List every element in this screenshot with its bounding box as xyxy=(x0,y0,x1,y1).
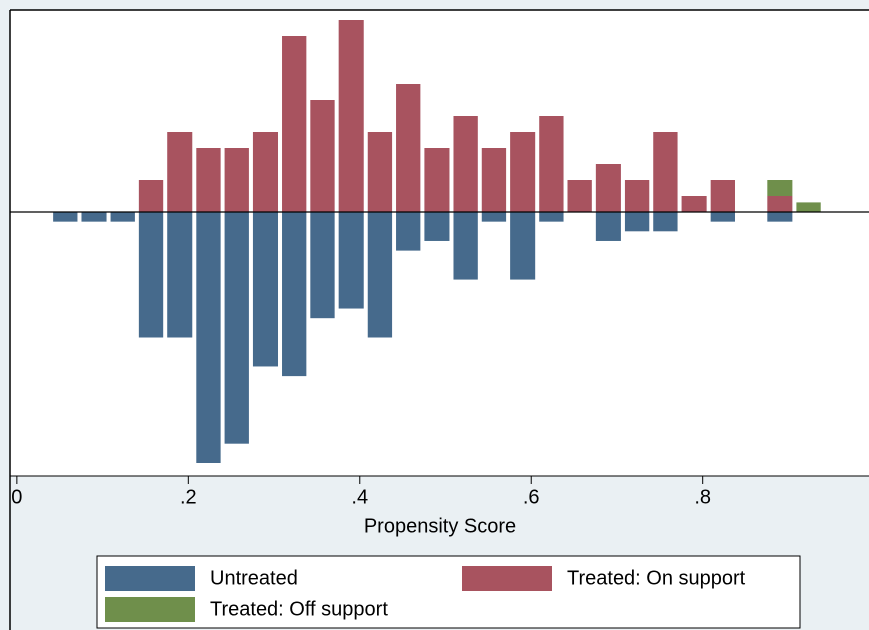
bar xyxy=(167,132,193,212)
plot-area xyxy=(10,10,869,476)
bar xyxy=(796,202,821,212)
legend-swatch xyxy=(105,566,195,591)
bar xyxy=(710,180,735,212)
bar xyxy=(710,212,735,222)
bar xyxy=(595,212,621,241)
x-tick-label: .8 xyxy=(694,486,711,508)
bar xyxy=(310,100,335,212)
bar xyxy=(510,212,536,280)
bar xyxy=(196,212,221,463)
legend-label: Untreated xyxy=(210,567,298,589)
bar xyxy=(81,212,107,222)
bars xyxy=(53,20,821,463)
x-axis-title: Propensity Score xyxy=(364,515,516,537)
bar xyxy=(653,132,678,212)
bar xyxy=(252,132,279,212)
bar xyxy=(424,148,450,212)
x-tick-label: .6 xyxy=(523,486,540,508)
bar xyxy=(396,84,421,212)
bar xyxy=(481,148,507,212)
bar xyxy=(224,148,249,212)
bar xyxy=(367,212,393,338)
bar xyxy=(282,212,307,377)
bar xyxy=(53,212,78,222)
bar xyxy=(624,212,650,232)
bar xyxy=(338,20,364,212)
x-tick-label: .2 xyxy=(180,486,197,508)
bar xyxy=(396,212,421,251)
bar xyxy=(252,212,279,367)
bar xyxy=(367,132,393,212)
bar xyxy=(110,212,135,222)
bar xyxy=(481,212,507,222)
bar xyxy=(453,212,478,280)
bar xyxy=(282,36,307,212)
bar xyxy=(453,116,478,212)
bar xyxy=(767,212,793,222)
bar xyxy=(595,164,621,212)
bar xyxy=(167,212,193,338)
legend-entries: Untreated Treated: On support Treated: Off… xyxy=(105,566,746,622)
bar xyxy=(424,212,450,241)
bar xyxy=(653,212,678,232)
legend-label: Treated: On support xyxy=(567,567,746,589)
bar xyxy=(510,132,536,212)
bar xyxy=(338,212,364,309)
bar xyxy=(196,148,221,212)
bar xyxy=(767,180,793,196)
legend-label: Treated: Off support xyxy=(210,598,388,620)
bar xyxy=(138,212,164,338)
bar xyxy=(624,180,650,212)
legend-swatch xyxy=(462,566,552,591)
bar xyxy=(224,212,249,444)
bar xyxy=(767,196,793,212)
bar xyxy=(681,196,707,212)
legend-swatch xyxy=(105,597,195,622)
x-tick-label: .4 xyxy=(351,486,368,508)
bar xyxy=(539,212,564,222)
bar xyxy=(539,116,564,212)
bar xyxy=(310,212,335,319)
x-tick-label: 0 xyxy=(11,486,22,508)
bar xyxy=(138,180,164,212)
bar xyxy=(567,180,592,212)
legend xyxy=(96,555,801,629)
